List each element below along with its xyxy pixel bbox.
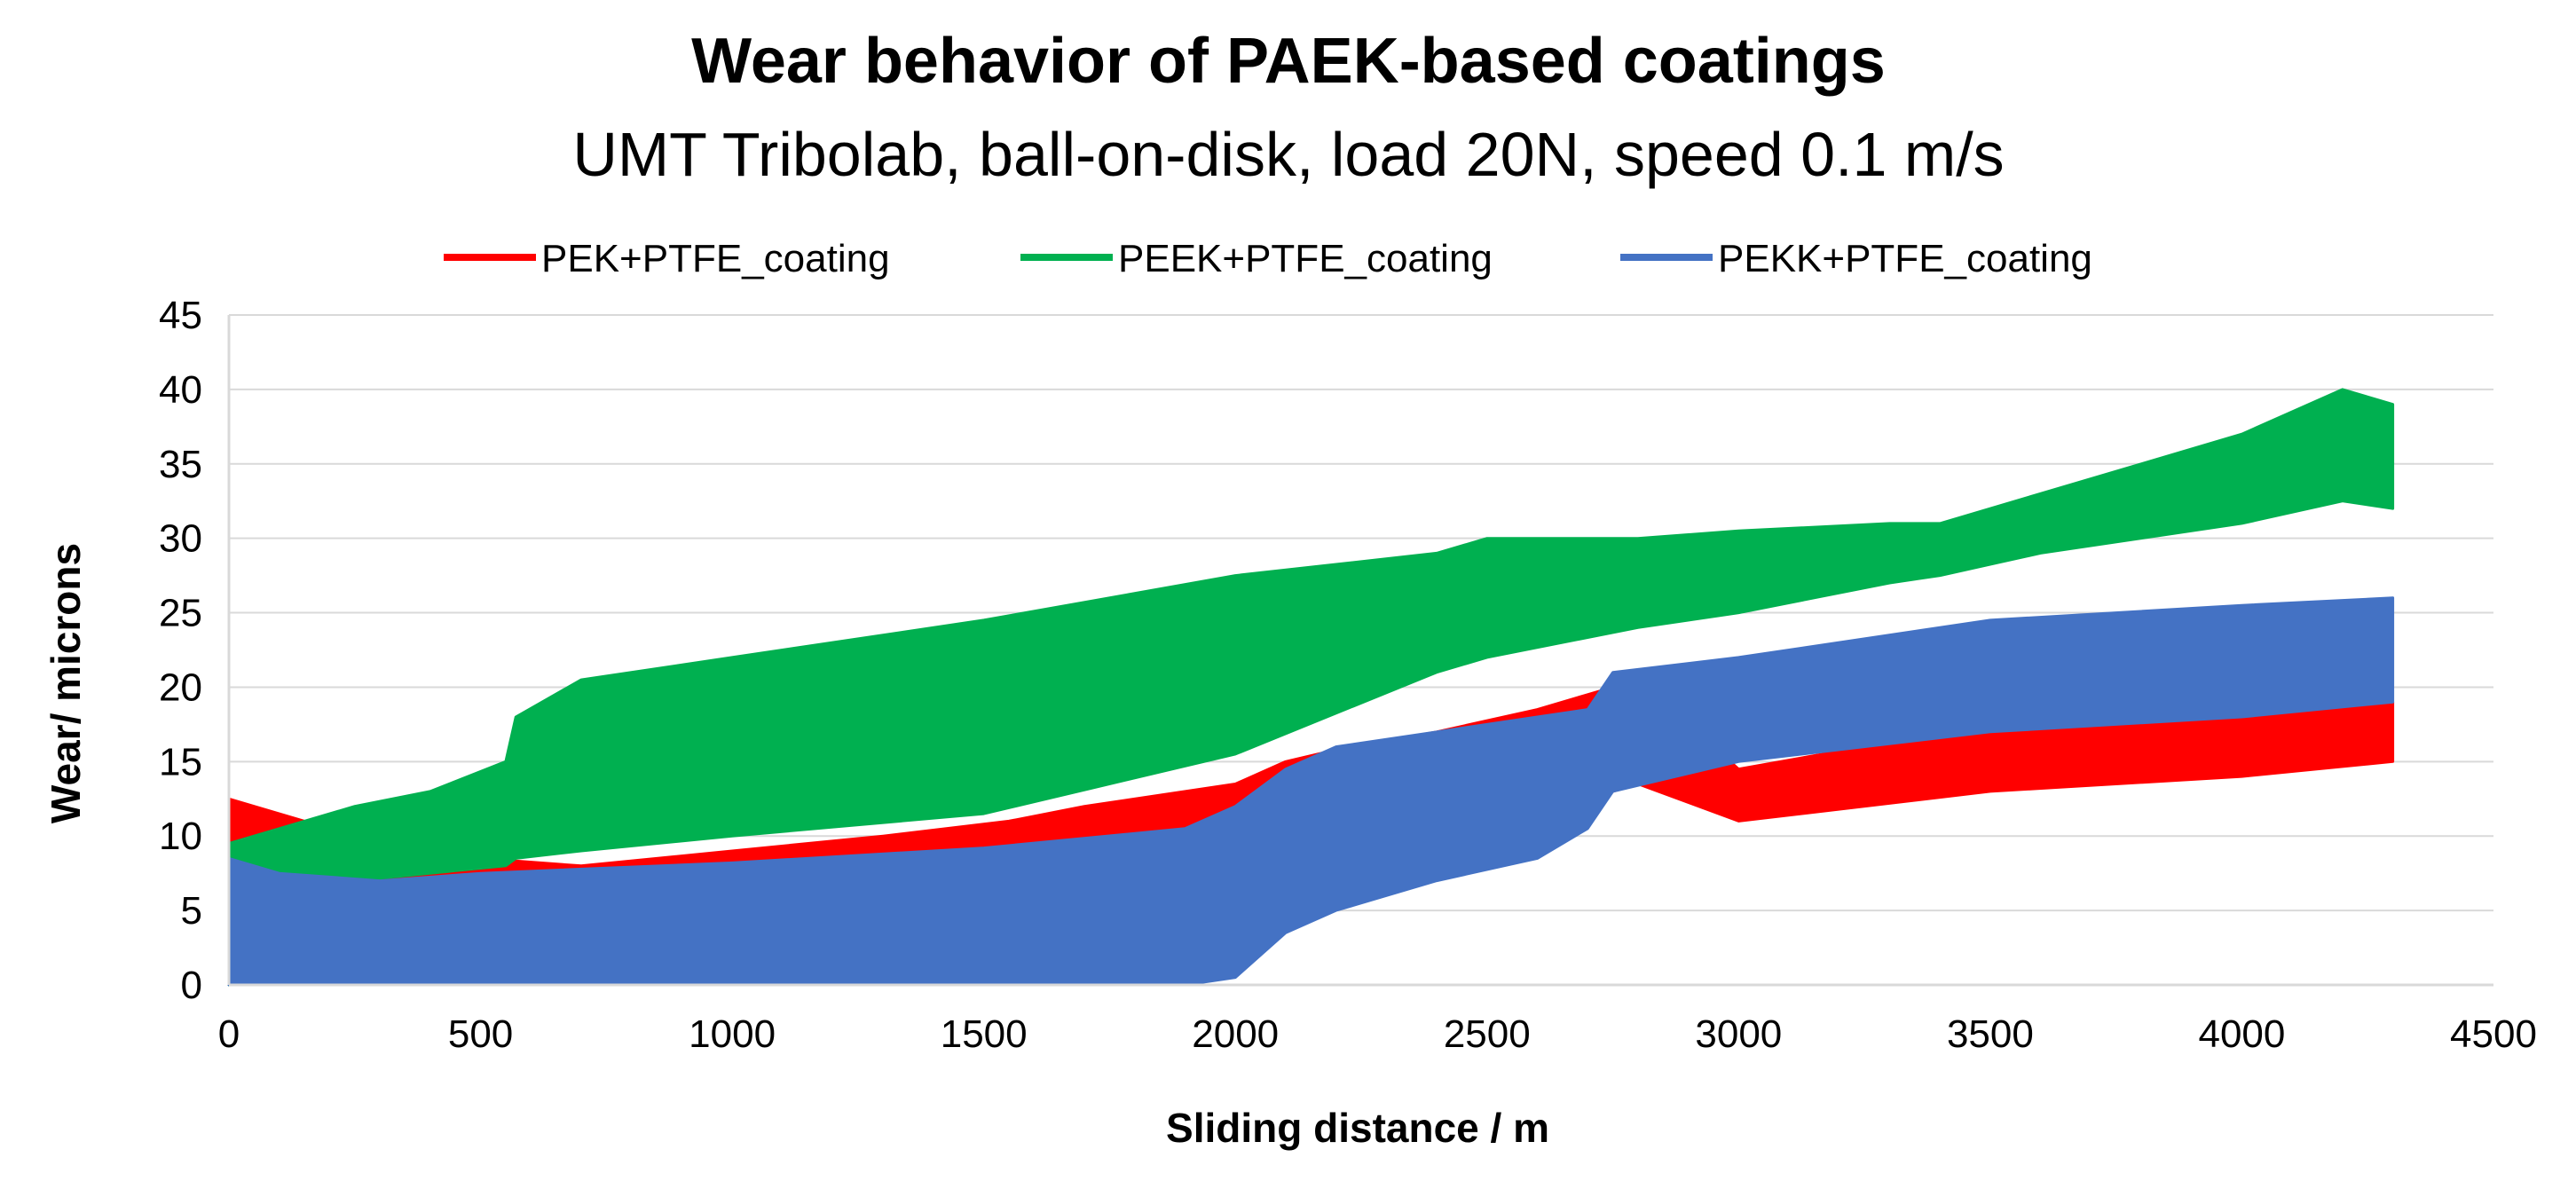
x-tick-label-1500: 1500 (941, 1012, 1028, 1056)
x-tick-label-4000: 4000 (2198, 1012, 2285, 1056)
series-band-peek-ptfe-coating (227, 388, 2395, 987)
y-tick-labels: 0 5 10 15 20 25 30 35 40 45 (159, 294, 202, 1007)
y-tick-label-0: 0 (181, 964, 202, 1007)
x-tick-label-1000: 1000 (689, 1012, 776, 1056)
legend-label-pekk-ptfe-coating: PEKK+PTFE_coating (1718, 237, 2092, 280)
y-tick-label-5: 5 (181, 889, 202, 933)
y-tick-label-30: 30 (159, 517, 202, 561)
x-tick-label-500: 500 (448, 1012, 513, 1056)
legend: PEK+PTFE_coating PEEK+PTFE_coating PEKK+PT… (444, 237, 2092, 280)
x-tick-label-2500: 2500 (1444, 1012, 1531, 1056)
y-tick-label-40: 40 (159, 368, 202, 412)
x-tick-labels: 0 500 1000 1500 2000 2500 3000 3500 4000 4500 (218, 1012, 2537, 1056)
x-axis-label: Sliding distance / m (1166, 1105, 1549, 1151)
axes (227, 315, 2493, 987)
y-tick-label-25: 25 (159, 592, 202, 635)
y-tick-label-15: 15 (159, 740, 202, 783)
y-tick-label-20: 20 (159, 665, 202, 709)
x-tick-label-3000: 3000 (1695, 1012, 1782, 1056)
y-tick-label-45: 45 (159, 294, 202, 337)
x-tick-label-2000: 2000 (1192, 1012, 1279, 1056)
chart-subtitle: UMT Tribolab, ball-on-disk, load 20N, sp… (572, 120, 2004, 189)
chart-title: Wear behavior of PAEK-based coatings (691, 26, 1886, 97)
y-tick-label-35: 35 (159, 443, 202, 486)
y-tick-label-10: 10 (159, 815, 202, 858)
legend-label-pek-ptfe-coating: PEK+PTFE_coating (541, 237, 890, 280)
x-tick-label-4500: 4500 (2450, 1012, 2537, 1056)
x-tick-label-0: 0 (218, 1012, 240, 1056)
legend-label-peek-ptfe-coating: PEEK+PTFE_coating (1118, 237, 1493, 280)
y-axis-label: Wear/ microns (43, 543, 89, 823)
x-tick-label-3500: 3500 (1947, 1012, 2034, 1056)
